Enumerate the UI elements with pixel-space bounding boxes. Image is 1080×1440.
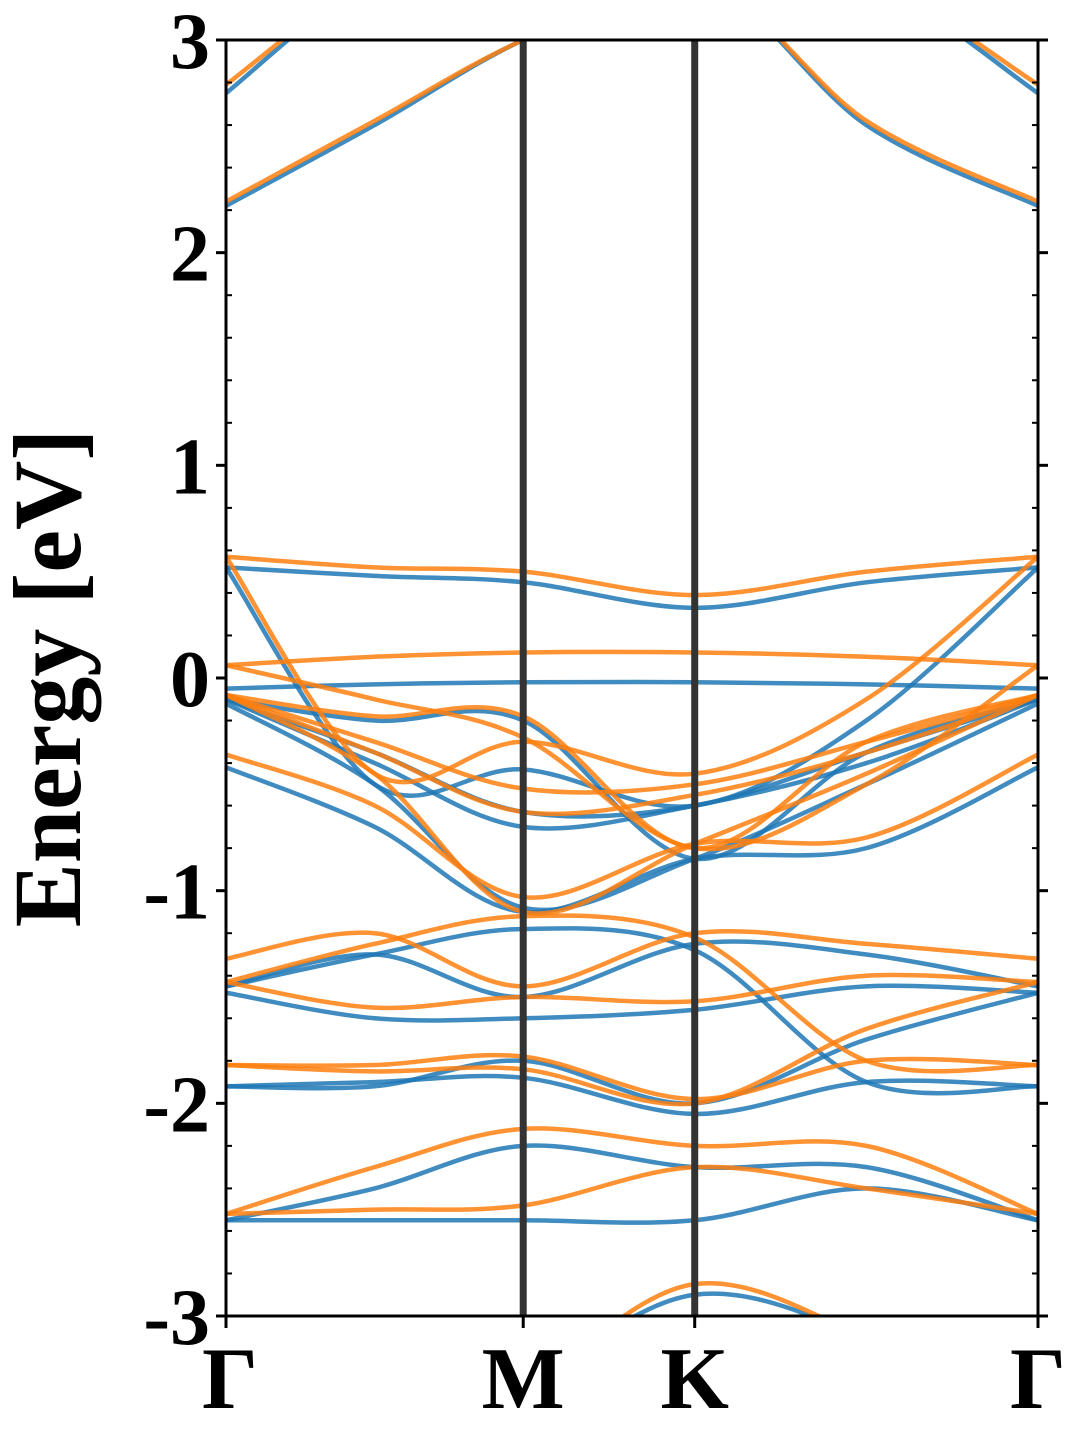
- x-tick-label: Γ: [1010, 1331, 1066, 1428]
- band-line-s1-15: [226, 565, 1038, 611]
- y-tick-label: -3: [143, 1274, 210, 1362]
- band-line-s2-13: [226, 692, 1038, 851]
- band-line-s1-8: [226, 926, 1038, 1096]
- band-line-s1-16: [226, 565, 1038, 809]
- x-tick-label: K: [660, 1331, 728, 1428]
- band-line-s2-15: [226, 554, 1038, 598]
- band-line-s2-7: [226, 928, 1038, 989]
- y-tick-label: -2: [143, 1061, 210, 1149]
- band-line-s1-14: [226, 679, 1038, 691]
- band-line-s2-14: [226, 649, 1038, 668]
- band-line-s1-18: [226, 40, 1038, 96]
- y-tick-label: -1: [143, 849, 210, 937]
- band-line-s2-18: [226, 40, 1038, 204]
- band-line-s2-2: [226, 1164, 1038, 1217]
- y-tick-label: 1: [170, 423, 210, 511]
- band-line-s1-17: [226, 40, 1038, 208]
- band-line-s2-12: [226, 692, 1038, 795]
- band-line-s2-16: [226, 555, 1038, 785]
- band-line-s2-6: [226, 972, 1038, 1011]
- band-line-s2-3: [226, 1126, 1038, 1217]
- band-line-s2-8: [226, 913, 1038, 1074]
- band-series-2: [226, 40, 1038, 1316]
- band-line-s2-4: [226, 1052, 1038, 1102]
- x-tick-label: M: [482, 1331, 565, 1428]
- band-line-s1-5: [226, 990, 1038, 1106]
- y-tick-label: 0: [170, 636, 210, 724]
- band-line-s1-11: [226, 697, 1038, 831]
- band-line-s2-9: [226, 752, 1038, 900]
- band-line-s2-17: [226, 663, 1038, 852]
- bands-layer: [226, 40, 1038, 1316]
- y-tick-label: 2: [170, 211, 210, 299]
- y-axis-title: Energy [eV]: [0, 429, 101, 928]
- high-symmetry-lines: [519, 40, 699, 1316]
- band-line-s1-3: [226, 1143, 1038, 1223]
- band-line-s2-1: [619, 1280, 824, 1316]
- band-line-s2-5: [226, 979, 1038, 1107]
- plot-frame: [224, 38, 1040, 1318]
- band-line-s1-4: [226, 1073, 1038, 1117]
- x-tick-label: Γ: [202, 1331, 258, 1428]
- band-line-s1-6: [226, 983, 1038, 1023]
- band-line-s2-19: [226, 40, 1038, 87]
- y-tick-label: 3: [170, 0, 210, 86]
